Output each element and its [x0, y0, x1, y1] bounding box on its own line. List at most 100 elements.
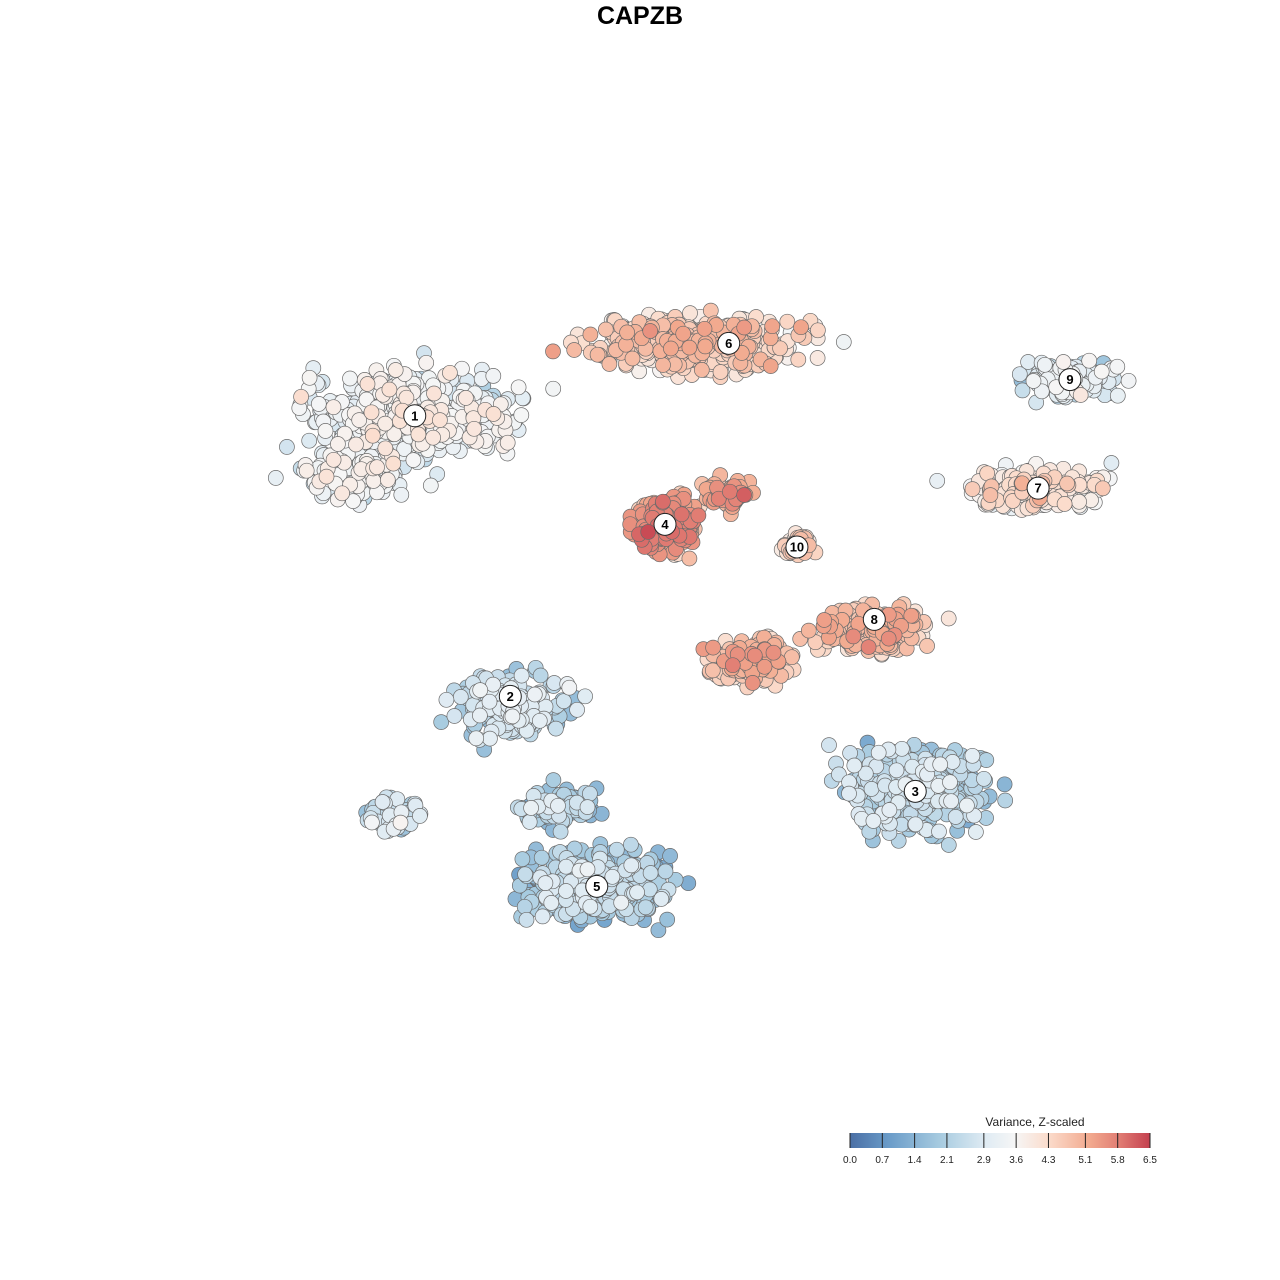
data-point: [655, 493, 671, 510]
data-point: [579, 861, 596, 878]
legend-tick-label: 1.4: [908, 1155, 922, 1166]
cluster-label-10: 10: [785, 535, 809, 559]
data-point: [637, 899, 654, 916]
data-point: [442, 364, 458, 381]
cluster-label-text: 10: [790, 540, 804, 555]
data-point: [1109, 387, 1126, 404]
data-point: [696, 320, 713, 337]
cluster-label-8: 8: [862, 607, 886, 631]
data-point: [860, 639, 877, 655]
data-point: [410, 426, 427, 443]
data-point: [550, 797, 566, 814]
data-point: [552, 823, 569, 840]
data-point: [675, 325, 692, 342]
data-point: [744, 675, 761, 691]
data-point: [790, 351, 807, 368]
cluster-label-4: 4: [653, 512, 677, 536]
data-point: [301, 432, 318, 449]
cluster-label-text: 5: [593, 879, 600, 894]
data-point: [582, 326, 599, 343]
legend-tick-label: 6.5: [1143, 1155, 1157, 1166]
legend-tick-label: 2.9: [977, 1155, 991, 1166]
data-point: [1011, 366, 1028, 383]
legend-tick-label: 0.0: [843, 1155, 857, 1166]
data-point: [613, 894, 630, 911]
data-point: [504, 708, 521, 725]
cluster-label-text: 4: [661, 517, 669, 532]
data-point: [623, 857, 640, 874]
data-point: [558, 883, 574, 899]
data-point: [438, 691, 455, 708]
data-point: [518, 911, 535, 928]
data-point: [425, 429, 441, 446]
data-point: [681, 339, 698, 356]
data-point: [545, 343, 561, 360]
data-point: [485, 368, 502, 384]
data-point: [446, 708, 463, 724]
data-point: [693, 362, 710, 378]
data-point: [629, 884, 645, 901]
cluster-label-5: 5: [585, 874, 609, 898]
data-point: [640, 524, 657, 540]
data-point: [919, 638, 935, 654]
data-point: [968, 824, 984, 840]
data-point: [650, 922, 667, 939]
data-point: [577, 688, 593, 705]
data-point: [979, 465, 996, 482]
data-point: [325, 399, 342, 416]
data-point: [865, 813, 882, 829]
data-point: [452, 689, 469, 705]
legend-tick-label: 5.1: [1078, 1155, 1092, 1166]
cluster-label-text: 9: [1066, 372, 1073, 387]
data-point: [533, 849, 550, 866]
data-point: [996, 776, 1013, 793]
data-point: [468, 730, 485, 747]
data-point: [310, 396, 327, 412]
data-point: [976, 770, 992, 787]
data-point: [499, 434, 516, 451]
data-point: [1014, 382, 1031, 399]
data-point: [765, 644, 782, 661]
data-point: [472, 707, 488, 724]
data-point: [364, 814, 380, 831]
cluster-label-2: 2: [498, 684, 522, 708]
data-point: [561, 679, 578, 696]
data-point: [543, 895, 560, 911]
cluster-label-text: 7: [1034, 481, 1041, 496]
data-point: [531, 712, 548, 729]
data-point: [736, 487, 752, 503]
data-point: [387, 362, 404, 378]
data-point: [846, 757, 863, 774]
data-point: [655, 357, 671, 373]
data-point: [1036, 356, 1053, 373]
data-point: [841, 785, 857, 802]
data-point: [458, 390, 474, 406]
data-point: [940, 610, 957, 627]
data-point: [940, 837, 957, 853]
legend-tick-label: 0.7: [875, 1155, 889, 1166]
data-point: [894, 740, 910, 757]
data-point: [381, 381, 398, 398]
data-point: [317, 423, 334, 439]
data-point: [582, 785, 598, 802]
data-point: [623, 836, 639, 853]
data-point: [301, 369, 318, 386]
cluster-label-text: 1: [411, 408, 418, 423]
data-point: [1059, 475, 1075, 492]
data-point: [1071, 493, 1087, 510]
data-point: [513, 667, 530, 684]
data-point: [534, 908, 551, 925]
cluster-label-7: 7: [1026, 476, 1050, 500]
data-point: [426, 385, 442, 402]
data-point: [363, 404, 380, 421]
data-point: [929, 472, 946, 489]
cluster-label-text: 8: [871, 612, 878, 627]
data-point: [293, 388, 309, 405]
data-point: [432, 412, 448, 428]
data-point: [932, 756, 949, 773]
data-point: [907, 816, 924, 833]
data-point: [642, 323, 659, 339]
data-point: [359, 376, 376, 392]
data-point: [385, 455, 402, 472]
cluster-label-6: 6: [717, 331, 741, 355]
